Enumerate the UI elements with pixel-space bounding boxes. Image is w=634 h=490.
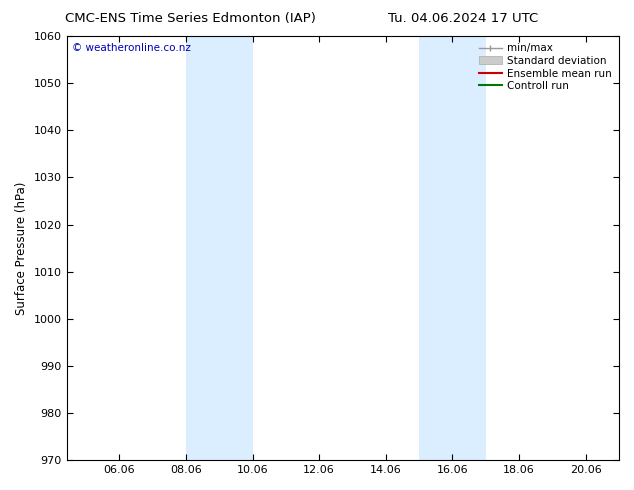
- Bar: [186, 36, 252, 460]
- Y-axis label: Surface Pressure (hPa): Surface Pressure (hPa): [15, 181, 28, 315]
- Text: CMC-ENS Time Series Edmonton (IAP): CMC-ENS Time Series Edmonton (IAP): [65, 12, 316, 25]
- Legend: min/max, Standard deviation, Ensemble mean run, Controll run: min/max, Standard deviation, Ensemble me…: [477, 41, 614, 93]
- Text: © weatheronline.co.nz: © weatheronline.co.nz: [72, 43, 191, 52]
- Text: Tu. 04.06.2024 17 UTC: Tu. 04.06.2024 17 UTC: [388, 12, 538, 25]
- Bar: [419, 36, 486, 460]
